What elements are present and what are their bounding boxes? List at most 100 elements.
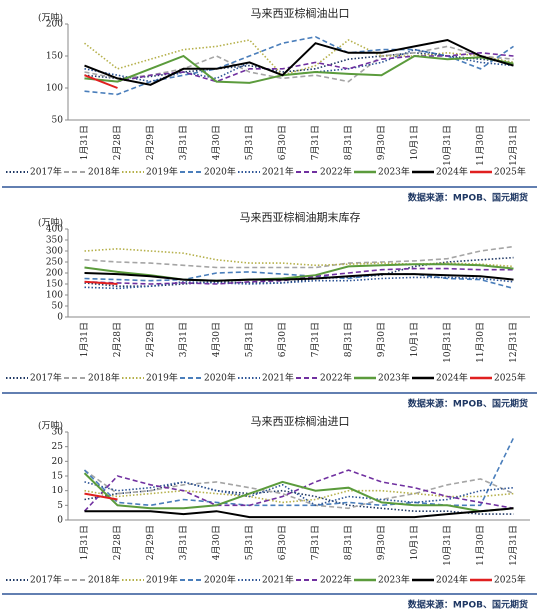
x-tick-label: 4月30日 xyxy=(211,525,222,560)
legend-label: 2021年 xyxy=(262,574,294,586)
legend-label: 2022年 xyxy=(320,574,352,586)
chart-title: 马来西亚棕榈油期末库存 xyxy=(240,210,361,224)
x-tick-label: 2月28日 xyxy=(112,322,123,357)
series-line xyxy=(84,38,514,86)
source: 数据来源：MPOB、国元期货 xyxy=(408,599,528,611)
legend-label: 2017年 xyxy=(30,166,62,178)
x-tick-label: 8月31日 xyxy=(343,322,354,357)
series-line xyxy=(84,256,514,287)
y-tick-label: 400 xyxy=(46,225,63,235)
x-tick-label: 4月30日 xyxy=(211,125,222,160)
y-tick-label: 15 xyxy=(52,472,64,482)
legend-label: 2020年 xyxy=(204,574,236,586)
y-tick-label: 150 xyxy=(46,280,63,290)
x-tick-label: 1月31日 xyxy=(79,525,90,560)
x-tick-label: 12月31日 xyxy=(508,525,519,566)
source: 数据来源：MPOB、国元期货 xyxy=(408,192,528,204)
y-tick-label: 350 xyxy=(46,236,63,246)
legend-label: 2019年 xyxy=(146,166,178,178)
y-tick-label: 20 xyxy=(52,457,64,467)
series-line xyxy=(84,507,514,519)
x-tick-label: 6月30日 xyxy=(277,525,288,560)
y-tick-label: 10 xyxy=(52,486,64,496)
y-tick-label: 0 xyxy=(57,516,63,526)
series-line xyxy=(84,492,118,501)
x-tick-label: 12月31日 xyxy=(508,125,519,166)
legend-label: 2018年 xyxy=(88,574,120,586)
legend-label: 2022年 xyxy=(320,372,352,384)
y-unit: (万吨) xyxy=(38,12,63,24)
x-tick-label: 10月31日 xyxy=(442,525,453,566)
y-unit: (万吨) xyxy=(38,217,63,229)
x-tick-label: 2月29日 xyxy=(145,525,156,560)
series-line xyxy=(83,437,515,507)
legend-label: 2023年 xyxy=(378,574,410,586)
x-tick-label: 10月31日 xyxy=(442,125,453,166)
x-tick-label: 3月31日 xyxy=(178,322,189,357)
x-tick-label: 2月28日 xyxy=(112,525,123,560)
x-tick-label: 9月30日 xyxy=(376,525,387,560)
chart-title: 马来西亚棕榈油进口 xyxy=(251,414,350,428)
series-line xyxy=(84,272,514,282)
y-tick-label: 50 xyxy=(52,116,64,126)
series-line xyxy=(83,472,514,513)
y-tick-label: 200 xyxy=(46,269,63,279)
legend-label: 2021年 xyxy=(262,166,294,178)
legend-label: 2024年 xyxy=(436,372,468,384)
y-tick-label: 0 xyxy=(57,313,63,323)
legend-label: 2024年 xyxy=(436,574,468,586)
series-line xyxy=(84,51,514,83)
legend-label: 2017年 xyxy=(30,574,62,586)
x-tick-label: 5月31日 xyxy=(244,322,255,357)
series-line xyxy=(84,276,514,290)
x-tick-label: 12月31日 xyxy=(508,322,519,363)
series-line xyxy=(84,35,514,96)
series-line xyxy=(84,280,118,285)
y-tick-label: 50 xyxy=(52,302,64,312)
x-tick-label: 10月1日 xyxy=(409,125,420,160)
x-tick-label: 5月31日 xyxy=(244,525,255,560)
legend-label: 2023年 xyxy=(378,166,410,178)
legend-label: 2018年 xyxy=(88,372,120,384)
chart-title: 马来西亚棕榈油出口 xyxy=(251,6,350,20)
x-tick-label: 1月31日 xyxy=(79,322,90,357)
x-tick-label: 7月31日 xyxy=(310,125,321,160)
x-tick-label: 11月30日 xyxy=(475,322,486,363)
series-line xyxy=(83,469,514,512)
y-tick-label: 200 xyxy=(46,20,63,30)
x-tick-label: 8月31日 xyxy=(343,525,354,560)
y-unit: (万吨) xyxy=(38,420,63,432)
series-line xyxy=(84,469,514,510)
legend-label: 2024年 xyxy=(436,166,468,178)
x-tick-label: 6月30日 xyxy=(277,125,288,160)
legend-label: 2021年 xyxy=(262,372,294,384)
x-tick-label: 9月30日 xyxy=(376,322,387,357)
y-tick-label: 150 xyxy=(46,52,63,62)
y-tick-label: 30 xyxy=(52,428,64,438)
legend-label: 2025年 xyxy=(494,574,526,586)
x-tick-label: 11月30日 xyxy=(475,525,486,566)
x-tick-label: 7月31日 xyxy=(310,322,321,357)
x-tick-label: 11月30日 xyxy=(475,125,486,166)
y-tick-label: 25 xyxy=(52,442,64,452)
series-line xyxy=(84,481,514,515)
x-tick-label: 2月28日 xyxy=(112,125,123,160)
y-tick-label: 100 xyxy=(46,291,63,301)
series-line xyxy=(84,54,514,84)
x-tick-label: 7月31日 xyxy=(310,525,321,560)
legend-label: 2020年 xyxy=(204,372,236,384)
legend-label: 2025年 xyxy=(494,372,526,384)
x-tick-label: 10月1日 xyxy=(409,525,420,560)
x-tick-label: 4月30日 xyxy=(211,322,222,357)
legend-label: 2025年 xyxy=(494,166,526,178)
x-tick-label: 5月31日 xyxy=(244,125,255,160)
legend-label: 2018年 xyxy=(88,166,120,178)
legend-label: 2023年 xyxy=(378,372,410,384)
series-line xyxy=(84,489,514,504)
series-line xyxy=(84,39,514,77)
x-tick-label: 1月31日 xyxy=(79,125,90,160)
legend-label: 2020年 xyxy=(204,166,236,178)
x-tick-label: 9月30日 xyxy=(376,125,387,160)
y-tick-label: 5 xyxy=(57,501,63,511)
